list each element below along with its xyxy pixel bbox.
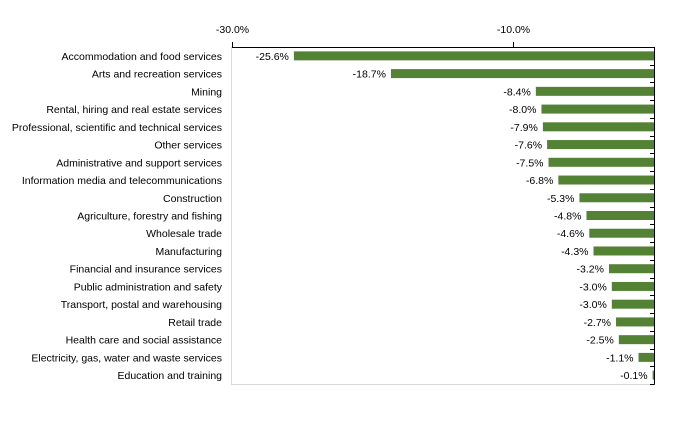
bar xyxy=(611,281,654,291)
value-axis xyxy=(232,42,655,48)
x-tick-label: -30.0% xyxy=(216,24,249,36)
data-label: -6.8% xyxy=(526,175,553,187)
bar xyxy=(547,140,654,150)
data-label: -0.1% xyxy=(620,370,647,382)
category-label: Public administration and safety xyxy=(74,281,223,293)
category-labels: Accommodation and food services Arts and … xyxy=(12,51,223,382)
bar xyxy=(593,246,654,256)
category-label: Wholesale trade xyxy=(146,228,222,240)
bar xyxy=(618,335,654,345)
data-label: -7.9% xyxy=(510,122,537,134)
data-label: -3.0% xyxy=(579,281,606,293)
category-label: Retail trade xyxy=(168,317,222,329)
bar xyxy=(586,211,654,220)
data-label: -4.6% xyxy=(557,228,584,240)
bar xyxy=(638,352,654,362)
category-label: Financial and insurance services xyxy=(70,264,222,276)
bars xyxy=(293,51,654,380)
category-label: Administrative and support services xyxy=(56,157,222,169)
bar xyxy=(542,122,654,132)
data-label: -25.6% xyxy=(256,51,289,63)
data-label: -7.5% xyxy=(516,157,543,169)
data-label: -18.7% xyxy=(353,69,386,81)
bar xyxy=(611,299,654,309)
bar xyxy=(558,175,654,185)
data-label: -2.5% xyxy=(586,335,613,347)
category-label: Agriculture, forestry and fishing xyxy=(77,211,222,223)
bar xyxy=(652,370,654,380)
data-label: -3.0% xyxy=(579,299,606,311)
data-label: -5.3% xyxy=(547,193,574,205)
category-label: Construction xyxy=(163,193,222,205)
bar xyxy=(293,51,654,61)
bar xyxy=(541,104,654,114)
category-axis xyxy=(650,47,655,385)
category-label: Accommodation and food services xyxy=(62,51,223,63)
data-label: -1.1% xyxy=(606,352,633,364)
data-labels: -25.6% -18.7% -8.4% -8.0% -7.9% -7.6% -7.5% -6.… xyxy=(256,51,648,382)
data-label: -8.4% xyxy=(503,86,530,98)
category-label: Transport, postal and warehousing xyxy=(61,299,222,311)
bar xyxy=(390,69,654,79)
bar xyxy=(608,264,654,274)
bar xyxy=(548,157,654,167)
bar xyxy=(616,317,654,327)
x-tick-label: -10.0% xyxy=(497,24,530,36)
bar xyxy=(589,228,654,238)
category-label: Health care and social assistance xyxy=(66,335,223,347)
x-tick-labels: -30.0% -10.0% xyxy=(216,24,530,36)
category-label: Mining xyxy=(191,86,222,98)
category-label: Information media and telecommunications xyxy=(22,175,222,187)
category-label: Manufacturing xyxy=(155,246,222,258)
data-label: -4.8% xyxy=(554,211,581,223)
data-label: -4.3% xyxy=(561,246,588,258)
category-label: Education and training xyxy=(118,370,223,382)
category-label: Electricity, gas, water and waste servic… xyxy=(31,352,222,364)
category-label: Other services xyxy=(154,140,222,152)
data-label: -2.7% xyxy=(584,317,611,329)
category-label: Professional, scientific and technical s… xyxy=(12,122,222,134)
bar xyxy=(579,193,654,203)
bar xyxy=(535,86,654,96)
data-label: -7.6% xyxy=(515,140,542,152)
category-label: Rental, hiring and real estate services xyxy=(46,104,222,116)
data-label: -8.0% xyxy=(509,104,536,116)
data-label: -3.2% xyxy=(577,264,604,276)
category-label: Arts and recreation services xyxy=(92,69,222,81)
